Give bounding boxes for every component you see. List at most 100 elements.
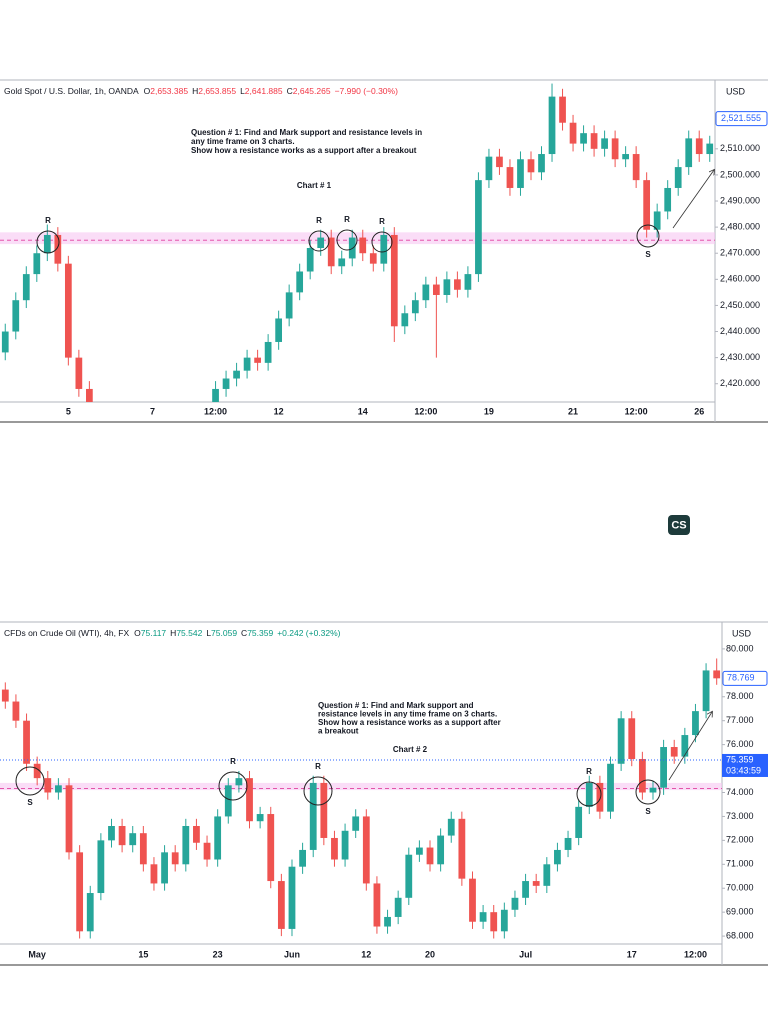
candle-body (569, 122, 577, 144)
candle-body (590, 133, 598, 149)
chart-label: Chart # 2 (393, 745, 428, 754)
candle-body (193, 826, 200, 843)
y-tick-label: 71.000 (726, 859, 754, 869)
candle-body (653, 211, 661, 230)
candle-body (447, 818, 455, 836)
candle-body (246, 778, 253, 822)
candle-body (108, 826, 115, 841)
candle-body (86, 893, 94, 932)
candle-body (527, 159, 535, 173)
y-tick-label: 2,500.000 (720, 169, 760, 179)
candle-body (638, 758, 646, 793)
candle-body (212, 388, 219, 402)
y-tick-label: 76.000 (726, 739, 754, 749)
candle-body (1, 331, 9, 353)
candle-body (306, 248, 314, 272)
x-tick-label: 12:00 (414, 406, 437, 416)
candle-body (299, 849, 307, 867)
candle-body (611, 138, 619, 160)
candle-body (643, 180, 651, 230)
candle-body (161, 852, 168, 884)
x-tick-label: 17 (627, 949, 637, 959)
price-label: 2,521.555 (721, 113, 761, 123)
field-key: C (241, 628, 247, 638)
candle-body (685, 138, 693, 168)
marker-circle (218, 771, 248, 801)
header: Gold Spot / U.S. Dollar, 1h, OANDA O2,653… (4, 86, 398, 96)
candle-body (22, 274, 30, 301)
candle-body (256, 814, 264, 822)
candle-body (632, 154, 640, 181)
marker-circle (635, 779, 661, 805)
y-tick-label: 2,420.000 (720, 378, 760, 388)
candle-body (203, 842, 211, 860)
field-value: 2,641.885 (245, 86, 283, 96)
candle-body (475, 180, 482, 275)
marker-circle (371, 231, 393, 253)
candle-body (320, 782, 328, 838)
y-tick-label: 74.000 (726, 787, 754, 797)
candle-body (532, 881, 540, 886)
countdown: 03:43:59 (726, 765, 761, 775)
question-line: Question # 1: Find and Mark support and … (191, 128, 422, 137)
candle-body (369, 253, 377, 264)
x-tick-label: 23 (213, 949, 223, 959)
candle-body (243, 357, 251, 371)
candle-body (426, 847, 434, 865)
candle-body (394, 897, 402, 917)
candle-body (23, 720, 30, 764)
field-value: 2,653.855 (198, 86, 236, 96)
candle-body (585, 782, 593, 807)
y-tick-label: 2,450.000 (720, 300, 760, 310)
question-line: Question # 1: Find and Mark support and (318, 701, 474, 710)
y-tick-label: 80.000 (726, 643, 754, 653)
candle-body (681, 735, 689, 757)
candle-body (235, 778, 243, 786)
price-label: 75.359 (726, 754, 754, 764)
candle-body (670, 747, 678, 757)
y-tick-label: 73.000 (726, 811, 754, 821)
candle-body (285, 292, 293, 319)
price-box (722, 670, 768, 686)
candle-body (601, 138, 608, 149)
candle-body (129, 833, 137, 846)
candle-body (464, 274, 472, 290)
zone (0, 782, 722, 791)
candle-body (543, 864, 551, 886)
marker-circle (15, 766, 45, 796)
price-box (715, 111, 768, 127)
candle-body (575, 806, 583, 838)
candle-body (411, 300, 419, 314)
field-value: 75.542 (176, 628, 202, 638)
candle-body (437, 835, 445, 865)
candle-body (277, 881, 285, 929)
y-tick-label: 2,430.000 (720, 352, 760, 362)
marker-label: R (379, 217, 385, 226)
candle-body (275, 318, 283, 342)
candle-body (43, 234, 51, 254)
y-tick-label: 2,440.000 (720, 326, 760, 336)
candle-body (485, 156, 493, 181)
plot (0, 83, 715, 402)
x-tick-label: 12 (361, 949, 371, 959)
x-tick-label: 12:00 (684, 949, 707, 959)
candle-body (222, 378, 230, 389)
marker-circle (308, 230, 330, 252)
marker-label: R (586, 767, 592, 776)
field-value: 75.359 (247, 628, 273, 638)
candle-body (309, 782, 317, 850)
candle-body (359, 237, 367, 254)
question-line: Show how a resistance works as a support… (318, 718, 501, 727)
y-tick-label: 72.000 (726, 835, 754, 845)
field-value: 2,653.385 (150, 86, 188, 96)
candle-body (713, 670, 721, 679)
candle-body (254, 357, 261, 363)
candle-body (12, 300, 20, 332)
candle-body (692, 711, 699, 736)
candle-body (458, 818, 466, 879)
plot (0, 658, 722, 939)
y-tick-label: 78.000 (726, 691, 754, 701)
candle-body (384, 916, 391, 927)
candle-body (373, 883, 381, 927)
candle-body (607, 763, 614, 812)
